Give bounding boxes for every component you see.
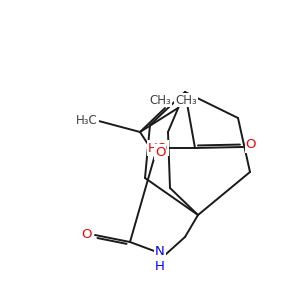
Text: N
H: N H bbox=[155, 245, 165, 273]
Text: H₃C: H₃C bbox=[76, 113, 98, 127]
Text: O: O bbox=[155, 146, 165, 158]
Text: CH₃: CH₃ bbox=[175, 94, 197, 106]
Text: O: O bbox=[82, 229, 92, 242]
Text: O: O bbox=[246, 139, 256, 152]
Text: HO: HO bbox=[148, 142, 168, 154]
Text: CH₃: CH₃ bbox=[149, 94, 171, 106]
